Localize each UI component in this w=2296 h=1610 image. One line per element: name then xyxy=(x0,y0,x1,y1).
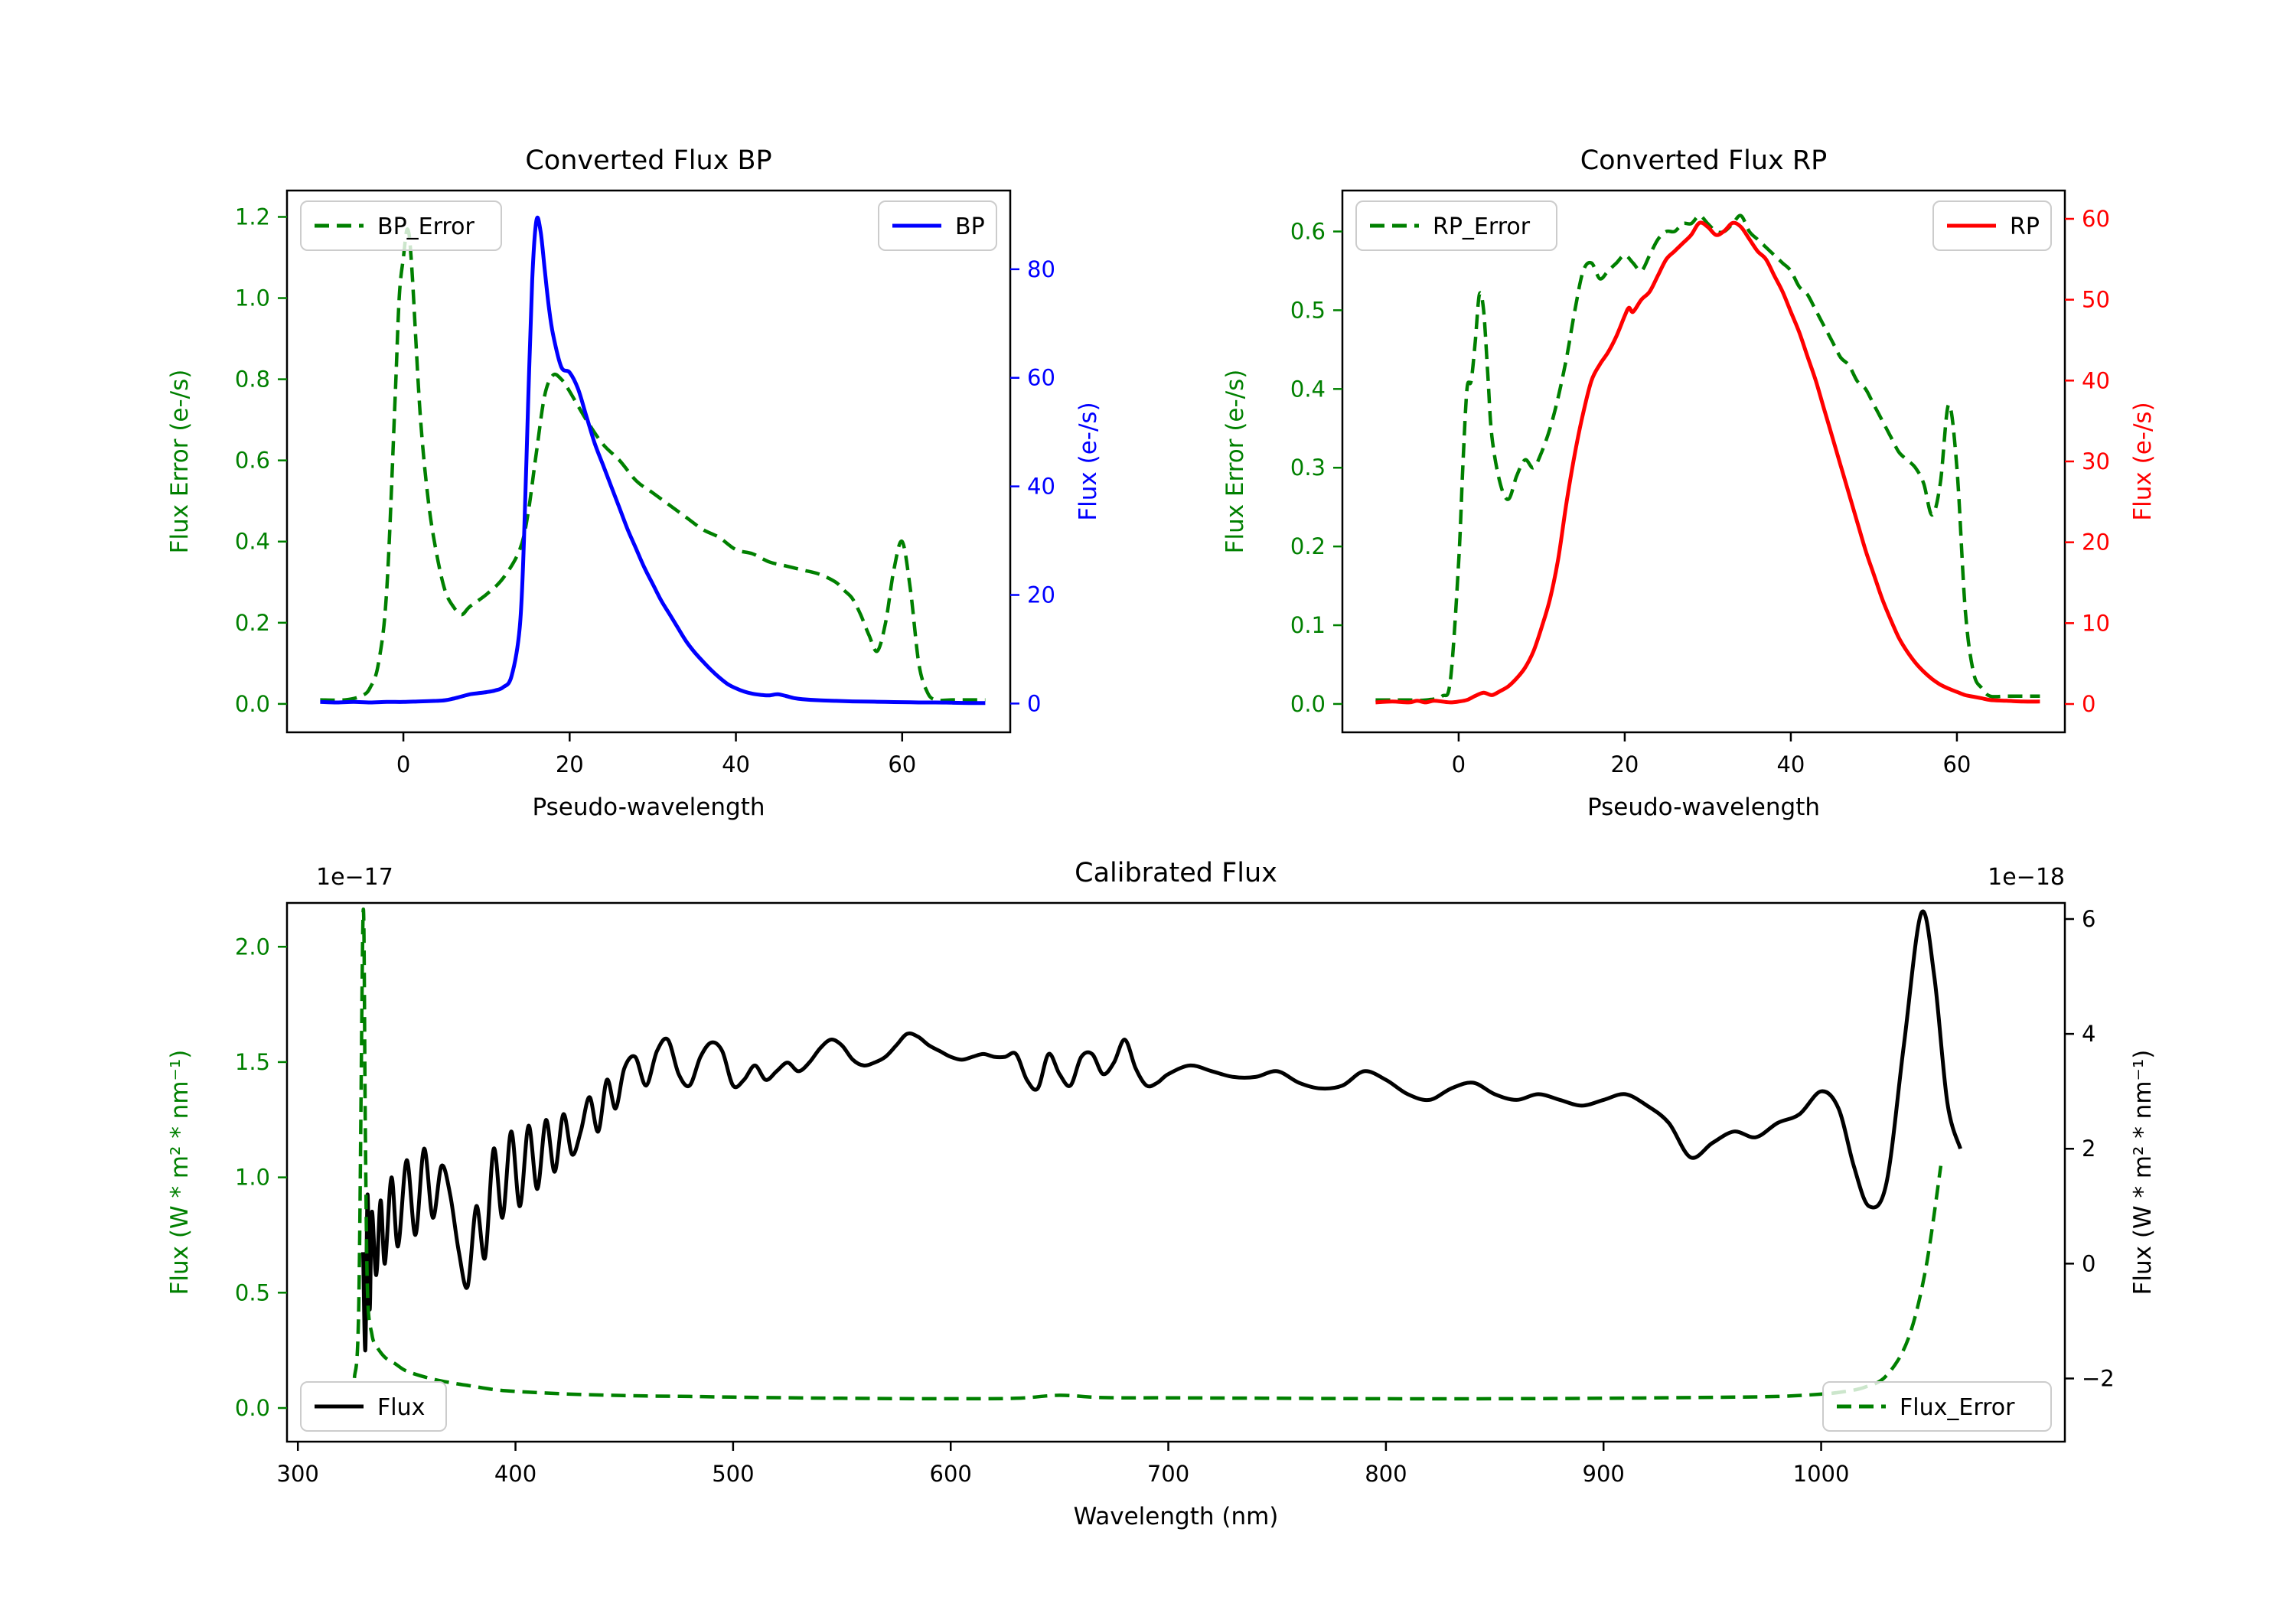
legend-label: RP xyxy=(2010,213,2040,240)
calibrated-x-tick-label: 700 xyxy=(1147,1461,1189,1487)
rp-x-tick-label: 20 xyxy=(1610,751,1639,777)
rp-right-tick-label: 60 xyxy=(2082,206,2110,232)
flux_error-line xyxy=(352,908,1943,1401)
rp-xlabel: Pseudo-wavelength xyxy=(1587,794,1820,821)
rp-x-tick-label: 60 xyxy=(1942,751,1971,777)
rp-legend-rp: RP xyxy=(1932,200,2052,251)
bp-left-tick-label: 0.0 xyxy=(235,691,270,717)
bp-line xyxy=(320,215,986,706)
bp-x-tick-label: 40 xyxy=(722,751,750,777)
legend-label: Flux xyxy=(377,1394,425,1421)
rp-legend-rp_error: RP_Error xyxy=(1355,200,1557,251)
bp-right-tick-label: 20 xyxy=(1027,582,1055,608)
calibrated-plot-area xyxy=(352,908,1962,1401)
bp-x-tick-label: 0 xyxy=(396,751,410,777)
bp-left-tick-label: 1.0 xyxy=(235,285,270,311)
rp-right-tick-label: 0 xyxy=(2082,691,2095,717)
rp-right-ylabel: Flux (e-/s) xyxy=(2129,402,2157,520)
calibrated-x-tick-label: 900 xyxy=(1583,1461,1625,1487)
bp_error-line xyxy=(320,227,986,702)
bp-x-tick-label: 60 xyxy=(888,751,916,777)
bp-left-tick-label: 0.2 xyxy=(235,610,270,636)
bp-legend-bp_error: BP_Error xyxy=(300,200,502,251)
bp-left-ylabel: Flux Error (e-/s) xyxy=(166,370,194,554)
bp-spines xyxy=(285,189,1012,734)
bp-right-ylabel: Flux (e-/s) xyxy=(1075,402,1102,520)
bp-title: Converted Flux BP xyxy=(525,145,771,176)
calibrated-left-tick-label: 1.5 xyxy=(235,1049,270,1075)
calibrated-right-tick-label: −2 xyxy=(2082,1365,2115,1391)
legend-label: BP xyxy=(955,213,985,240)
bp-x-tick-label: 20 xyxy=(556,751,584,777)
legend-frame xyxy=(300,1381,447,1432)
rp-left-tick-label: 0.1 xyxy=(1290,612,1326,638)
calibrated-x-tick-label: 500 xyxy=(712,1461,754,1487)
bp-left-tick-label: 1.2 xyxy=(235,204,270,230)
rp-x-tick-label: 0 xyxy=(1452,751,1466,777)
rp-right-tick-label: 20 xyxy=(2082,530,2110,556)
calibrated-left-tick-label: 2.0 xyxy=(235,934,270,960)
legend-label: RP_Error xyxy=(1433,213,1531,240)
calibrated-left-tick-label: 0.0 xyxy=(235,1395,270,1421)
rp-left-tick-label: 0.0 xyxy=(1290,691,1326,717)
bp-right-tick-label: 80 xyxy=(1027,256,1055,282)
calibrated-x-tick-label: 300 xyxy=(277,1461,319,1487)
calibrated-left-ylabel: Flux (W * m² * nm⁻¹) xyxy=(166,1050,194,1295)
calibrated-right-tick-label: 0 xyxy=(2082,1250,2095,1276)
calibrated-x-tick-label: 1000 xyxy=(1793,1461,1850,1487)
bp-xlabel: Pseudo-wavelength xyxy=(532,794,765,821)
legend-frame xyxy=(1822,1381,2052,1432)
rp-line xyxy=(1375,220,2040,705)
calibrated-right-ylabel: Flux (W * m² * nm⁻¹) xyxy=(2129,1050,2157,1295)
bp-right-tick-label: 0 xyxy=(1027,690,1041,716)
calibrated-chart: 300 400 500 600 700 800 900 1000 0.0 0.5 1.0 1.5 2.0… xyxy=(166,858,2157,1530)
legend-frame xyxy=(300,200,502,251)
rp-left-tick-label: 0.3 xyxy=(1290,455,1326,481)
rp-right-tick-label: 10 xyxy=(2082,610,2110,636)
calibrated-legend-flux: Flux xyxy=(300,1381,447,1432)
rp-right-tick-label: 50 xyxy=(2082,287,2110,313)
rp-right-tick-label: 30 xyxy=(2082,448,2110,474)
rp-left-tick-label: 0.5 xyxy=(1290,297,1326,323)
rp-left-tick-label: 0.6 xyxy=(1290,219,1326,245)
legend-frame xyxy=(1355,200,1557,251)
legend-label: BP_Error xyxy=(377,213,475,240)
bp-legend-bp: BP xyxy=(878,200,997,251)
rp-left-ylabel: Flux Error (e-/s) xyxy=(1221,370,1249,554)
calibrated-x-tick-label: 400 xyxy=(494,1461,536,1487)
calibrated-right-tick-label: 6 xyxy=(2082,906,2095,932)
calibrated-title: Calibrated Flux xyxy=(1075,858,1277,888)
calibrated-xlabel: Wavelength (nm) xyxy=(1074,1503,1279,1530)
bp-right-tick-label: 40 xyxy=(1027,474,1055,500)
calibrated-right-offset-text: 1e−18 xyxy=(1988,864,2065,891)
flux-line xyxy=(361,909,1962,1353)
bp-right-tick-label: 60 xyxy=(1027,365,1055,391)
rp-left-tick-label: 0.2 xyxy=(1290,533,1326,559)
bp-plot-area xyxy=(320,215,986,706)
calibrated-right-tick-label: 2 xyxy=(2082,1136,2095,1162)
rp-plot-area xyxy=(1375,213,2040,705)
bp-chart: 0 20 40 60 0.0 0.2 0.4 0.6 0.8 1.0 1.2 0 20 40 60 80 Con… xyxy=(166,145,1102,821)
rp-left-tick-label: 0.4 xyxy=(1290,376,1326,402)
calibrated-legend-flux_error: Flux_Error xyxy=(1822,1381,2052,1432)
bp-left-tick-label: 0.8 xyxy=(235,367,270,393)
bp-left-tick-label: 0.6 xyxy=(235,448,270,474)
bp-left-tick-label: 0.4 xyxy=(235,529,270,555)
rp-chart: 0 20 40 60 0.0 0.1 0.2 0.3 0.4 0.5 0.6 0 10 20 30 40 50 6… xyxy=(1221,145,2157,821)
rp-title: Converted Flux RP xyxy=(1580,145,1828,176)
calibrated-spines xyxy=(285,901,2066,1443)
rp-x-tick-label: 40 xyxy=(1776,751,1805,777)
calibrated-left-offset-text: 1e−17 xyxy=(316,864,393,891)
calibrated-left-tick-label: 0.5 xyxy=(235,1279,270,1305)
calibrated-right-tick-label: 4 xyxy=(2082,1021,2095,1047)
rp_error-line xyxy=(1375,213,2040,702)
rp-right-tick-label: 40 xyxy=(2082,367,2110,393)
calibrated-left-tick-label: 1.0 xyxy=(235,1165,270,1191)
legend-label: Flux_Error xyxy=(1900,1394,2015,1421)
calibrated-x-tick-label: 600 xyxy=(930,1461,972,1487)
calibrated-x-tick-label: 800 xyxy=(1365,1461,1407,1487)
